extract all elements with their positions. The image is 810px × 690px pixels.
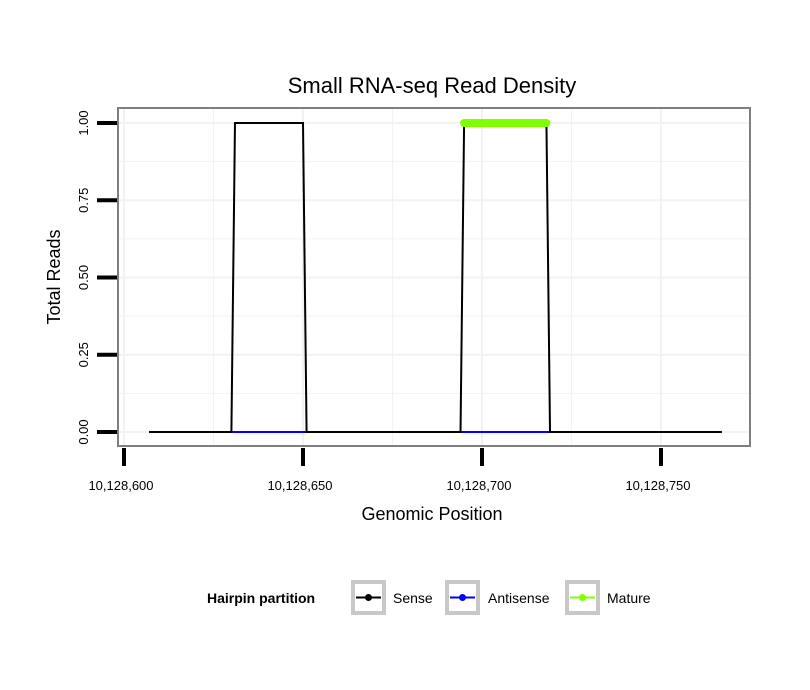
y-axis-title: Total Reads: [44, 229, 64, 324]
x-axis-title: Genomic Position: [361, 504, 502, 524]
x-axis: 10,128,600 10,128,650 10,128,700 10,128,750: [88, 448, 691, 493]
x-tick-label: 10,128,600: [88, 478, 153, 493]
y-tick-label: 0.25: [76, 342, 91, 367]
chart-title: Small RNA-seq Read Density: [288, 73, 577, 98]
plot-border: [117, 107, 751, 447]
y-tick-label: 0.00: [76, 419, 91, 444]
x-tick-label: 10,128,650: [267, 478, 332, 493]
sense-line: [149, 122, 722, 433]
legend-key-antisense-point: [459, 594, 466, 601]
x-tick-label: 10,128,700: [446, 478, 511, 493]
y-tick-label: 0.50: [76, 265, 91, 290]
legend-label: Antisense: [488, 590, 550, 606]
y-tick-label: 0.75: [76, 188, 91, 213]
y-tick-label: 1.00: [76, 110, 91, 135]
legend-title: Hairpin partition: [207, 590, 315, 606]
legend-key-mature-point: [579, 594, 586, 601]
legend-label: Sense: [393, 590, 433, 606]
x-tick-label: 10,128,750: [625, 478, 690, 493]
legend: Hairpin partition Sense Antisense Mature: [207, 580, 651, 615]
legend-key-sense-point: [365, 594, 372, 601]
data-lines: [149, 119, 722, 433]
y-axis: 0.00 0.25 0.50 0.75 1.00: [76, 110, 117, 445]
legend-label: Mature: [607, 590, 651, 606]
